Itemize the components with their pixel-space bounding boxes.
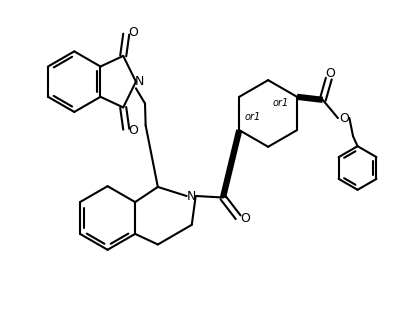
Text: or1: or1 (244, 112, 260, 122)
Text: or1: or1 (271, 98, 288, 108)
Text: O: O (339, 112, 349, 125)
Text: O: O (128, 26, 138, 39)
Text: O: O (128, 124, 138, 137)
Text: N: N (134, 75, 144, 88)
Text: O: O (324, 67, 335, 80)
Text: O: O (239, 212, 249, 225)
Text: N: N (186, 190, 195, 203)
